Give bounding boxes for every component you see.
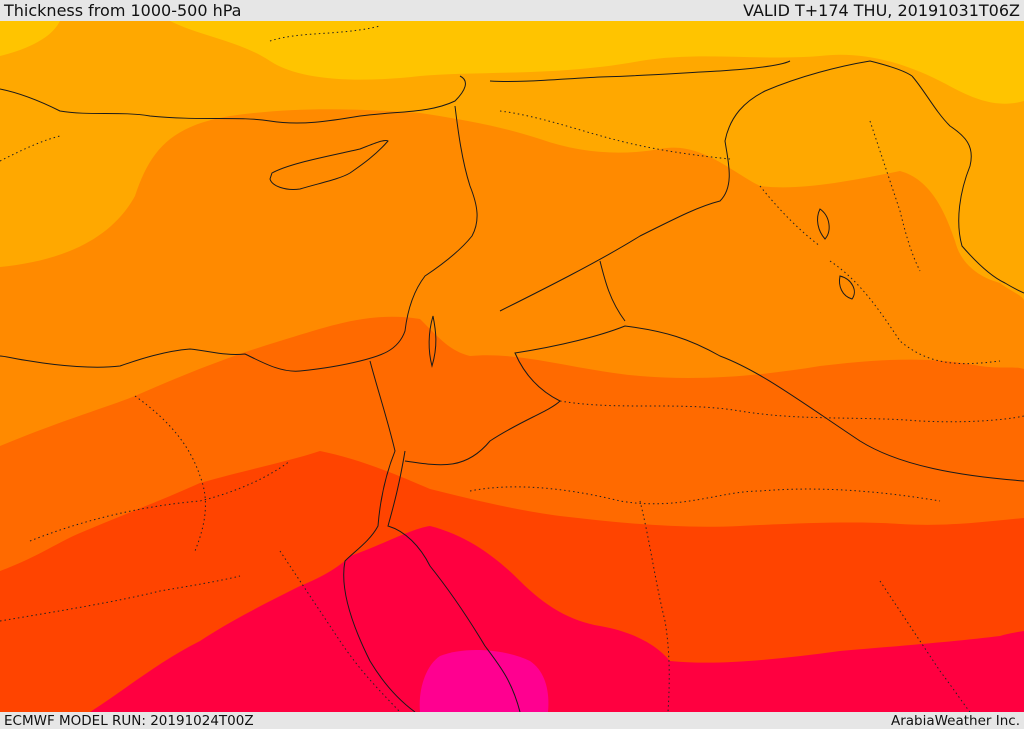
band-1-area	[0, 21, 60, 56]
map-footer: ECMWF MODEL RUN: 20191024T00Z ArabiaWeat…	[0, 712, 1024, 729]
map-canvas	[0, 21, 1024, 712]
map-title: Thickness from 1000-500 hPa	[4, 1, 242, 20]
model-run-label: ECMWF MODEL RUN: 20191024T00Z	[4, 712, 254, 729]
map-header: Thickness from 1000-500 hPa VALID T+174 …	[0, 0, 1024, 21]
thickness-map	[0, 21, 1024, 712]
band-6-area	[90, 526, 1024, 712]
valid-time: VALID T+174 THU, 20191031T06Z	[743, 1, 1020, 20]
band-1-area	[170, 21, 1024, 104]
coastlines	[0, 60, 1024, 712]
band-7-area	[419, 649, 549, 712]
credit-label: ArabiaWeather Inc.	[890, 712, 1020, 729]
province-boundaries	[0, 25, 1024, 712]
